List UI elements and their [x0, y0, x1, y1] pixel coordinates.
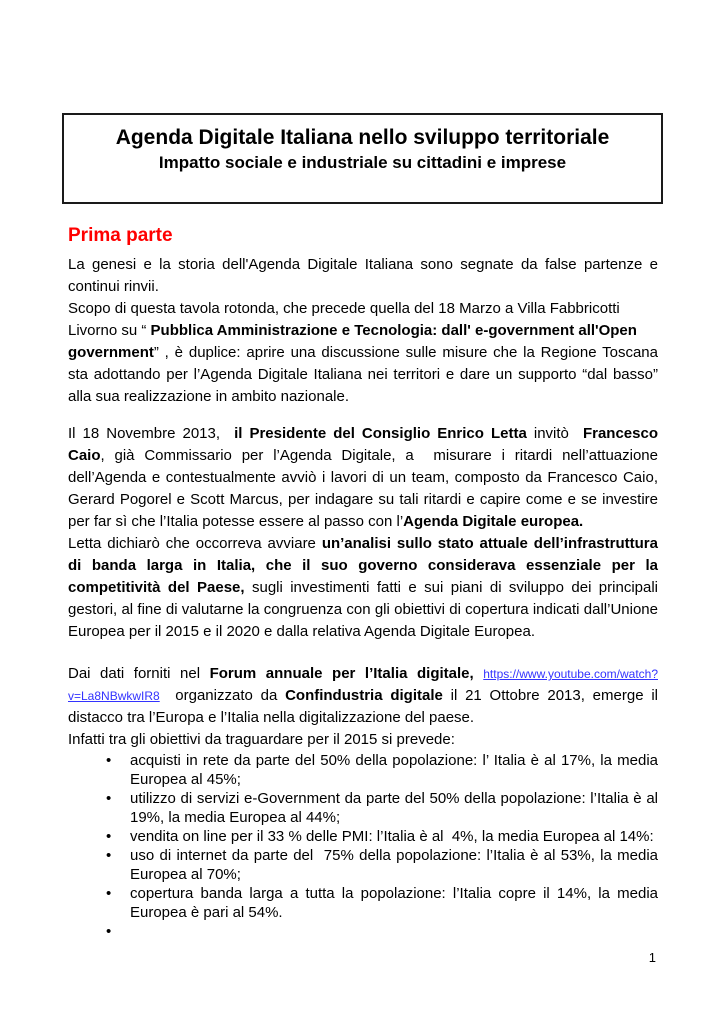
text-run	[474, 665, 484, 682]
bold-text-run: un’analisi sullo stato attuale dell’infr…	[68, 535, 658, 596]
paragraph: Infatti tra gli obiettivi da traguardare…	[68, 729, 658, 751]
paragraph: Dai dati forniti nel Forum annuale per l…	[68, 663, 658, 729]
bold-text-run: government	[68, 344, 154, 361]
text-run: invitò	[526, 425, 583, 442]
paragraph: Letta dichiarò che occorreva avviare un’…	[68, 533, 658, 643]
list-item: uso di internet da parte del 75% della p…	[68, 846, 658, 884]
text-run: copertura banda larga a tutta la popolaz…	[130, 885, 658, 921]
doc-title: Agenda Digitale Italiana nello sviluppo …	[115, 126, 610, 149]
paragraph: La genesi e la storia dell'Agenda Digita…	[68, 254, 658, 298]
text-run: Infatti tra gli obiettivi da traguardare…	[68, 731, 455, 748]
list-item: copertura banda larga a tutta la popolaz…	[68, 884, 658, 922]
text-run: organizzato da	[159, 687, 286, 704]
list-item	[68, 922, 658, 941]
paragraph: Scopo di questa tavola rotonda, che prec…	[68, 298, 658, 408]
text-run: vendita on line per il 33 % delle PMI: l…	[130, 828, 654, 845]
text-run: ” , è duplice: aprire una discussione su…	[68, 344, 658, 405]
text-run: Livorno su “	[68, 322, 151, 339]
list-item: utilizzo di servizi e-Government da part…	[68, 789, 658, 827]
text-run: Letta dichiarò che occorreva avviare	[68, 535, 322, 552]
bold-text-run: Confindustria digitale	[285, 687, 443, 704]
title-box: Agenda Digitale Italiana nello sviluppo …	[62, 113, 663, 204]
bold-text-run: Forum annuale per l’Italia digitale,	[209, 665, 474, 682]
document-body: La genesi e la storia dell'Agenda Digita…	[68, 254, 658, 941]
bold-text-run: il Presidente del Consiglio Enrico Letta	[234, 425, 527, 442]
youtube-link[interactable]: https://www.youtube.com/watch?v=La8NBwkw…	[68, 667, 658, 703]
list-item: vendita on line per il 33 % delle PMI: l…	[68, 827, 658, 846]
text-run: il 21 Ottobre 2013, emerge il distacco t…	[68, 687, 658, 726]
section-heading: Prima parte	[68, 225, 173, 246]
text-run: acquisti in rete da parte del 50% della …	[130, 752, 658, 788]
bold-text-run: Francesco Caio	[68, 425, 658, 464]
doc-subtitle: Impatto sociale e industriale su cittadi…	[158, 153, 567, 172]
list-item: acquisti in rete da parte del 50% della …	[68, 751, 658, 789]
text-run: utilizzo di servizi e-Government da part…	[130, 790, 658, 826]
paragraph: Il 18 Novembre 2013, il Presidente del C…	[68, 423, 658, 533]
text-run: sugli investimenti fatti e sui piani di …	[68, 579, 658, 640]
text-run: uso di internet da parte del 75% della p…	[130, 847, 658, 883]
bullet-list: acquisti in rete da parte del 50% della …	[68, 751, 658, 941]
text-run: Dai dati forniti nel	[68, 665, 210, 682]
text-run: Il 18 Novembre 2013,	[68, 425, 235, 442]
text-run: La genesi e la storia dell'Agenda Digita…	[68, 256, 658, 295]
text-run: Scopo di questa tavola rotonda, che prec…	[68, 300, 620, 317]
bold-text-run: Agenda Digitale europea.	[403, 513, 584, 530]
page-number: 1	[648, 950, 656, 965]
text-run: , già Commissario per l’Agenda Digitale,…	[68, 447, 658, 530]
bold-text-run: Pubblica Amministrazione e Tecnologia: d…	[150, 322, 637, 339]
